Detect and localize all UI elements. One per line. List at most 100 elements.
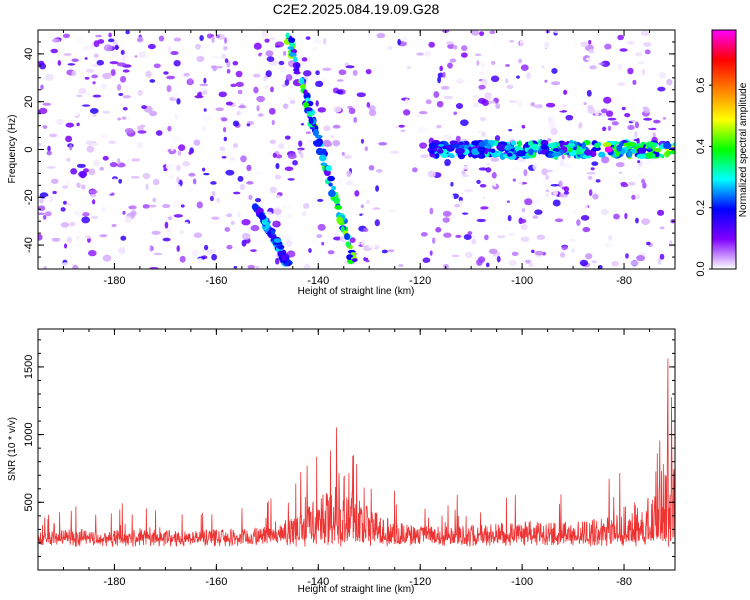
heatmap-cell <box>449 58 457 63</box>
snr-x-ticks: -180 -160 -140 -120 -100 -80 <box>62 329 676 588</box>
heatmap-streak-cell <box>269 234 277 239</box>
heatmap-cell <box>195 85 201 93</box>
heatmap-streak-cell <box>351 258 358 262</box>
heatmap-cell <box>85 50 92 55</box>
heatmap-cell <box>588 39 592 45</box>
heatmap-cell <box>607 125 612 131</box>
heatmap-cell <box>76 243 81 247</box>
heatmap-cell <box>657 257 662 265</box>
heatmap-cell <box>311 45 319 52</box>
heatmap-cell <box>92 113 97 117</box>
heatmap-cell <box>417 126 427 134</box>
heatmap-band-cell <box>477 145 486 153</box>
heatmap-cell <box>569 37 576 42</box>
heatmap-cell <box>632 73 638 81</box>
heatmap-cell <box>360 138 365 144</box>
heatmap-cell <box>128 205 137 210</box>
heatmap-cell <box>86 145 95 153</box>
heatmap-cell <box>516 75 520 79</box>
heatmap-cell <box>122 241 127 248</box>
heatmap-cell <box>233 266 238 269</box>
heatmap-cell <box>286 212 292 219</box>
heatmap-cell <box>585 57 592 61</box>
heatmap-cell <box>203 244 209 251</box>
heatmap-cell <box>181 119 191 127</box>
heatmap-cell <box>76 182 81 188</box>
heatmap-cell <box>60 207 66 212</box>
heatmap-cell <box>162 237 171 242</box>
heatmap-cell <box>265 211 273 218</box>
heatmap-cell <box>631 119 636 123</box>
heatmap-cell <box>226 69 231 74</box>
heatmap-cell <box>582 227 591 233</box>
heatmap-cell <box>516 49 521 54</box>
heatmap-cell <box>630 260 639 266</box>
heatmap-cell <box>173 59 181 67</box>
heatmap-cell <box>568 238 577 242</box>
heatmap-cell <box>418 111 428 115</box>
heatmap-cell <box>141 105 148 110</box>
heatmap-cell <box>583 102 587 106</box>
heatmap-cell <box>476 179 481 184</box>
heatmap-cell <box>221 53 227 60</box>
heatmap-cell <box>230 83 237 88</box>
heatmap-cell <box>52 190 57 195</box>
heatmap-cell <box>305 131 311 134</box>
heatmap-cell <box>521 207 526 213</box>
heatmap-cell <box>507 214 512 222</box>
heatmap-cell <box>627 67 634 75</box>
heatmap-cell <box>111 50 119 57</box>
heatmap-cell <box>398 124 405 128</box>
heatmap-band-cell <box>510 140 517 146</box>
heatmap-cell <box>492 180 497 188</box>
heatmap-cell <box>656 209 665 216</box>
heatmap-cell <box>118 105 124 109</box>
heatmap-cell <box>191 249 199 257</box>
heatmap-cell <box>368 245 377 249</box>
heatmap-cell <box>659 226 665 230</box>
heatmap-cell <box>61 79 69 82</box>
heatmap-cell <box>321 241 325 246</box>
heatmap-cell <box>81 216 91 224</box>
heatmap-cell <box>100 134 108 139</box>
heatmap-cell <box>424 50 431 57</box>
heatmap-cell <box>636 254 646 262</box>
heatmap-cell <box>100 84 107 90</box>
heatmap-cell <box>481 78 488 86</box>
heatmap-cell <box>158 166 164 171</box>
heatmap-cell <box>140 46 148 51</box>
heatmap-cell <box>561 154 565 160</box>
heatmap-cell <box>589 65 597 70</box>
heatmap-cell <box>406 65 412 69</box>
heatmap-cell <box>368 105 376 111</box>
heatmap-cell <box>46 166 56 169</box>
heatmap-cell <box>620 183 629 188</box>
heatmap-band-cell <box>582 154 592 159</box>
heatmap-cell <box>66 236 73 244</box>
heatmap-cell <box>511 251 519 257</box>
heatmap-cell <box>165 163 175 170</box>
heatmap-cell <box>256 105 260 112</box>
heatmap-cell <box>603 96 612 104</box>
heatmap-streak-cell <box>251 203 259 211</box>
heatmap-streak-cell <box>267 230 272 237</box>
heatmap-cell <box>62 46 71 51</box>
heatmap-cell <box>482 196 486 200</box>
heatmap-cell <box>224 226 231 232</box>
heatmap-cell <box>531 249 535 254</box>
heatmap-cell <box>95 34 102 38</box>
heatmap-y-ticks: -40 -20 0 20 40 <box>23 41 675 258</box>
heatmap-cell <box>637 160 641 164</box>
heatmap-cell <box>430 220 438 225</box>
heatmap-cell <box>462 165 469 170</box>
heatmap-cell <box>230 220 235 225</box>
heatmap-cell <box>518 58 523 64</box>
heatmap-cell <box>323 262 330 266</box>
heatmap-cell <box>180 204 185 208</box>
heatmap-band-cell <box>594 142 601 149</box>
heatmap-cell <box>286 250 296 258</box>
heatmap-cell <box>658 71 667 79</box>
heatmap-cell <box>221 155 227 159</box>
heatmap-cell <box>193 139 201 146</box>
heatmap-cell <box>199 35 204 42</box>
